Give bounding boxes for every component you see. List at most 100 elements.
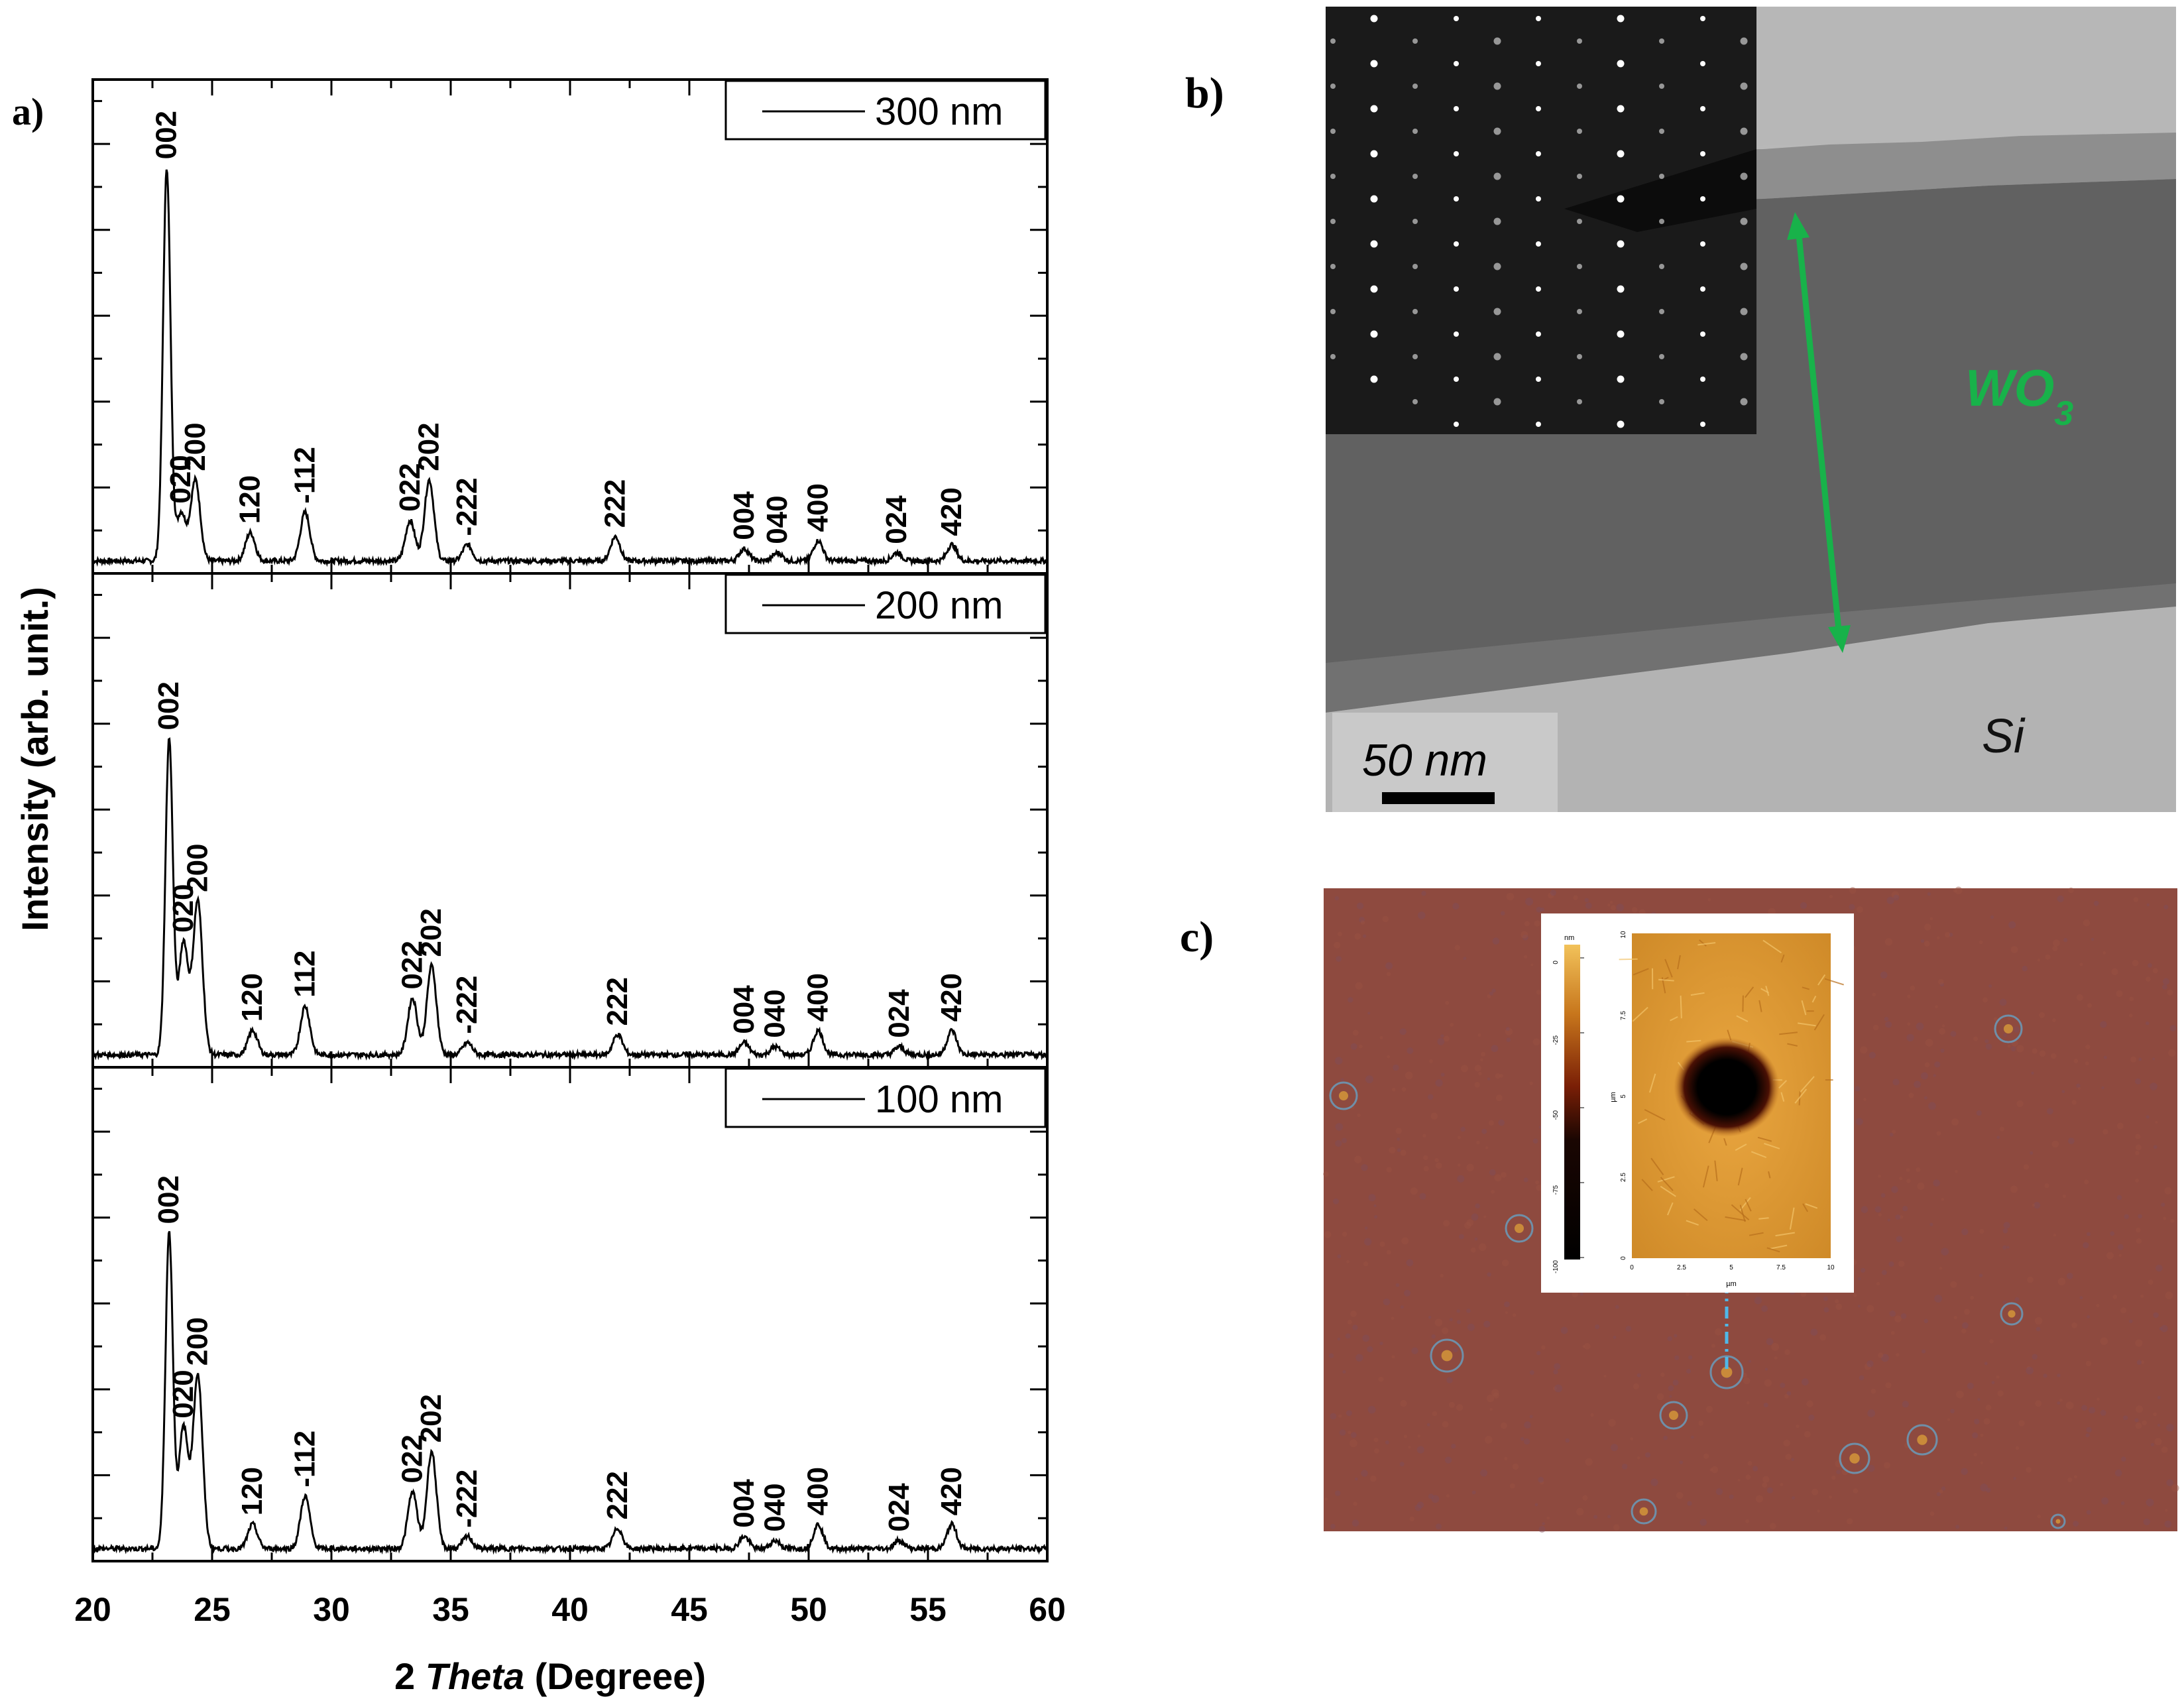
diffraction-spot <box>1412 354 1418 359</box>
wo3-label: WO3 <box>1965 359 2073 433</box>
diffraction-spot <box>1617 285 1625 293</box>
texture-dot <box>1374 1215 1378 1219</box>
texture-dot <box>1540 907 1545 912</box>
afm-streak <box>1811 996 1817 1003</box>
texture-dot <box>1917 1182 1925 1190</box>
texture-dot <box>1863 1098 1867 1101</box>
texture-dot <box>2132 959 2139 967</box>
texture-dot <box>1609 900 1613 904</box>
texture-dot <box>1860 1046 1868 1054</box>
diffraction-spot <box>1577 354 1582 359</box>
texture-dot <box>2003 1033 2007 1037</box>
texture-dot <box>1939 1027 1946 1035</box>
texture-dot <box>1491 1389 1499 1397</box>
texture-dot <box>1418 911 1426 919</box>
afm-streak <box>1723 1138 1727 1146</box>
peak-label: 200 <box>181 843 213 892</box>
texture-dot <box>2085 1433 2090 1438</box>
diffraction-spot <box>1493 37 1501 45</box>
texture-dot <box>1532 1038 1540 1046</box>
texture-dot <box>2002 1301 2006 1305</box>
defect-core <box>1849 1453 1860 1464</box>
texture-dot <box>1962 1322 1969 1329</box>
peak-label: 202 <box>413 422 445 471</box>
afm-x-tick-label: 2.5 <box>1677 1264 1686 1271</box>
texture-dot <box>1457 1136 1461 1140</box>
texture-dot <box>1764 1379 1772 1387</box>
texture-dot <box>1361 1470 1368 1477</box>
texture-dot <box>1483 1320 1491 1328</box>
texture-dot <box>2136 1405 2144 1413</box>
texture-dot <box>1584 898 1589 903</box>
panel-c: c) nm 0-25-50-75-100 002.52.5557.57.5101… <box>1180 886 2179 1533</box>
peak-label: 024 <box>883 1483 915 1532</box>
texture-dot <box>1644 1452 1651 1458</box>
diffraction-spot <box>1577 264 1582 269</box>
texture-dot <box>1920 1072 1928 1080</box>
texture-dot <box>2022 966 2028 972</box>
texture-dot <box>2093 900 2099 906</box>
texture-dot <box>2117 1244 2124 1250</box>
peak-label: 202 <box>415 1394 447 1442</box>
texture-dot <box>2138 1214 2142 1219</box>
texture-dot <box>1742 1373 1747 1378</box>
texture-dot <box>1417 1435 1420 1438</box>
diffraction-spot <box>1740 217 1748 225</box>
diffraction-spot <box>1617 150 1625 158</box>
texture-dot <box>1940 1048 1945 1053</box>
texture-dot <box>2007 1045 2011 1048</box>
texture-dot <box>1927 892 1931 896</box>
texture-dot <box>1771 1342 1780 1351</box>
texture-dot <box>1339 1429 1346 1436</box>
peak-label: 120 <box>236 973 268 1022</box>
texture-dot <box>1350 1311 1357 1317</box>
texture-dot <box>1867 1305 1874 1313</box>
texture-dot <box>2138 1057 2142 1061</box>
texture-dot <box>2160 1324 2168 1332</box>
defect-core <box>2055 1519 2061 1524</box>
texture-dot <box>1357 1113 1361 1118</box>
texture-dot <box>1512 1463 1519 1470</box>
texture-dot <box>1986 1488 1991 1493</box>
texture-dot <box>1888 1261 1894 1267</box>
afm-streak <box>1660 1177 1674 1191</box>
texture-dot <box>1763 1402 1768 1408</box>
texture-dot <box>1907 994 1911 998</box>
texture-dot <box>2052 1018 2056 1022</box>
texture-dot <box>2111 968 2118 976</box>
texture-dot <box>1474 1065 1481 1072</box>
texture-dot <box>2053 1233 2057 1237</box>
texture-dot <box>1391 1317 1395 1320</box>
texture-dot <box>1929 1222 1933 1226</box>
texture-dot <box>1423 1155 1428 1161</box>
texture-dot <box>1985 1043 1992 1050</box>
texture-dot <box>2077 1086 2081 1090</box>
texture-dot <box>1427 1094 1434 1100</box>
texture-dot <box>1487 994 1491 998</box>
texture-dot <box>2008 921 2016 929</box>
texture-dot <box>1360 920 1365 925</box>
texture-dot <box>1754 1297 1762 1305</box>
diffraction-spot <box>1700 61 1705 66</box>
texture-dot <box>1886 896 1894 904</box>
afm-y-tick-label: 2.5 <box>1620 1173 1627 1182</box>
texture-dot <box>2032 1354 2038 1360</box>
diffraction-spot <box>1700 377 1705 382</box>
texture-dot <box>2157 1423 2161 1427</box>
texture-dot <box>2140 1360 2145 1364</box>
texture-dot <box>1466 1163 1474 1172</box>
afm-streak <box>1680 995 1682 1019</box>
texture-dot <box>2089 1407 2096 1414</box>
texture-dot <box>1399 1462 1405 1467</box>
texture-dot <box>1481 1128 1487 1134</box>
peak-label: 020 <box>164 455 197 503</box>
texture-dot <box>1786 1391 1792 1396</box>
peak-label: 222 <box>601 1471 634 1519</box>
texture-dot <box>1456 1404 1464 1411</box>
texture-dot <box>2015 1446 2020 1450</box>
diffraction-spot <box>1617 240 1625 248</box>
texture-dot <box>1625 1326 1632 1332</box>
texture-dot <box>1340 1078 1344 1082</box>
peak-label: -112 <box>288 447 321 504</box>
diffraction-spot <box>1659 354 1664 359</box>
